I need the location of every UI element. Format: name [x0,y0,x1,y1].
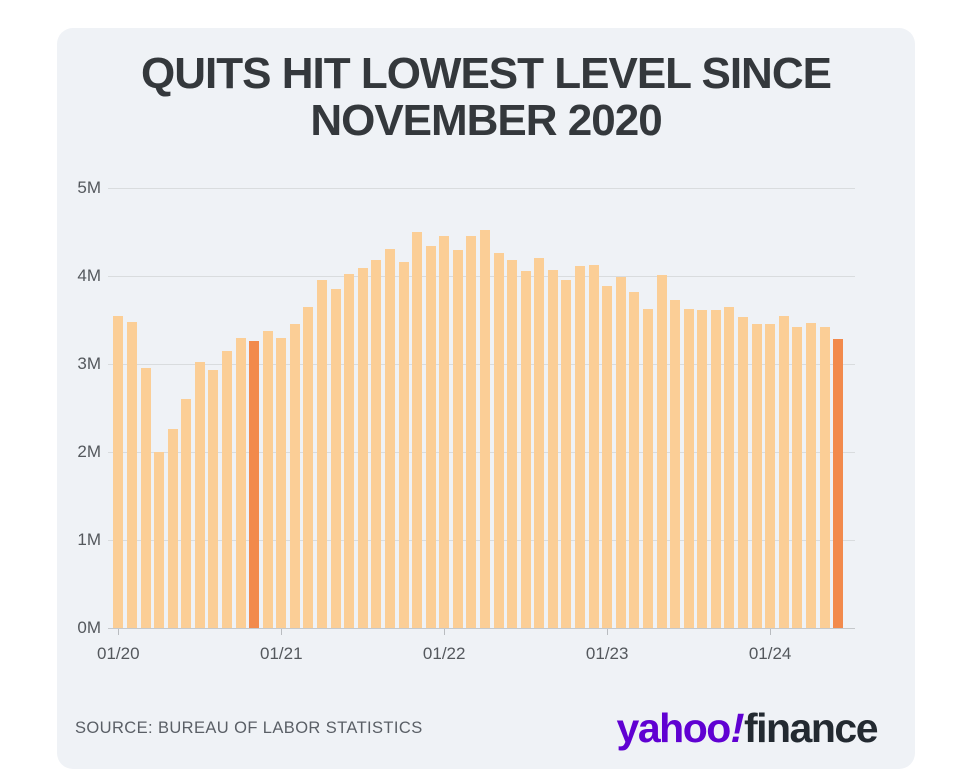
bar-05/23 [656,275,667,628]
bar-08/20 [208,370,219,628]
x-axis-tick-01/24 [770,629,772,635]
bar-04/20 [154,452,164,628]
x-axis-tick-01/22 [444,629,446,635]
bar-03/21 [303,306,314,628]
bar-02/22 [452,249,463,628]
x-axis-label-01/23: 01/23 [585,644,629,663]
bar-09/22 [547,269,558,628]
bar-02/23 [615,276,626,628]
quits-bar-chart: 0M 1M 2M 3M 4M 5M 01/20 01/21 01/22 01/23 01/24 [57,178,915,688]
bar-07/22 [520,270,531,628]
bar-08/23 [697,310,708,628]
bar-04/21 [317,280,327,628]
bar-03/22 [466,236,477,628]
bar-01/23 [602,285,613,628]
bar-10/23 [724,306,735,628]
gridline-0M [108,628,855,629]
source-credit: SOURCE: BUREAU OF LABOR STATISTICS [75,718,423,737]
bar-09/21 [384,248,395,628]
yahoo-finance-logo: yahoo!finance [616,704,879,752]
bar-08/21 [371,260,382,628]
bar-02/20 [126,321,137,628]
bar-04/23 [642,308,653,628]
bar-01/20 [113,315,124,628]
x-axis-label-01/20: 01/20 [97,644,140,663]
bar-03/20 [140,368,151,628]
bar-12/23 [751,324,762,628]
y-axis-label-4M: 4M [77,266,101,285]
bar-08/22 [534,257,545,628]
logo-finance-text: finance [743,704,879,751]
bar-06/21 [344,274,355,628]
bar-01/21 [276,337,287,628]
bar-05/20 [167,429,178,628]
bar-06/20 [181,399,192,628]
y-axis-label-5M: 5M [77,178,101,197]
bar-11/20 [249,341,260,628]
gridline-5M [108,188,855,189]
bar-06/24 [833,339,843,628]
bar-01/24 [765,323,776,628]
x-axis-tick-01/23 [607,629,609,635]
bar-03/24 [792,327,803,628]
bar-01/22 [439,235,450,628]
bar-10/21 [398,261,409,628]
bar-10/20 [235,337,246,628]
bar-11/22 [575,266,585,628]
bar-09/23 [710,310,721,628]
bar-06/22 [507,260,518,628]
bar-05/24 [819,327,830,628]
bar-07/21 [357,268,368,628]
bar-07/23 [683,308,694,628]
bar-12/22 [588,265,599,628]
x-axis-label-01/21: 01/21 [260,644,303,663]
y-axis-label-2M: 2M [77,442,101,461]
y-axis-label-0M: 0M [77,618,101,637]
x-axis-tick-01/21 [281,629,283,635]
bar-05/22 [493,253,504,628]
bar-03/23 [629,291,640,628]
chart-title: QUITS HIT LOWEST LEVEL SINCE NOVEMBER 20… [57,50,915,144]
plot-area [108,188,855,629]
bar-02/24 [778,315,789,628]
bar-04/22 [480,230,490,628]
footer: SOURCE: BUREAU OF LABOR STATISTICS yahoo… [75,696,879,760]
bar-09/20 [221,350,232,628]
y-axis-label-3M: 3M [77,354,101,373]
bar-12/20 [262,330,273,628]
chart-title-line1: QUITS HIT LOWEST LEVEL SINCE [141,49,832,98]
x-axis-tick-01/20 [118,629,120,635]
x-axis-label-01/24: 01/24 [748,644,792,663]
y-axis-label-1M: 1M [77,530,101,549]
infographic-card: QUITS HIT LOWEST LEVEL SINCE NOVEMBER 20… [57,28,915,769]
logo-yahoo-text: yahoo [616,704,732,751]
bar-10/22 [561,279,572,628]
bar-12/21 [425,246,436,628]
bar-11/21 [412,232,423,628]
bar-06/23 [670,299,681,628]
chart-title-line2: NOVEMBER 2020 [310,96,662,146]
bar-02/21 [289,324,300,628]
bar-05/21 [330,289,341,628]
bar-11/23 [738,316,748,628]
x-axis-label-01/22: 01/22 [422,644,466,663]
bar-07/20 [194,362,205,628]
bar-04/24 [805,322,816,628]
